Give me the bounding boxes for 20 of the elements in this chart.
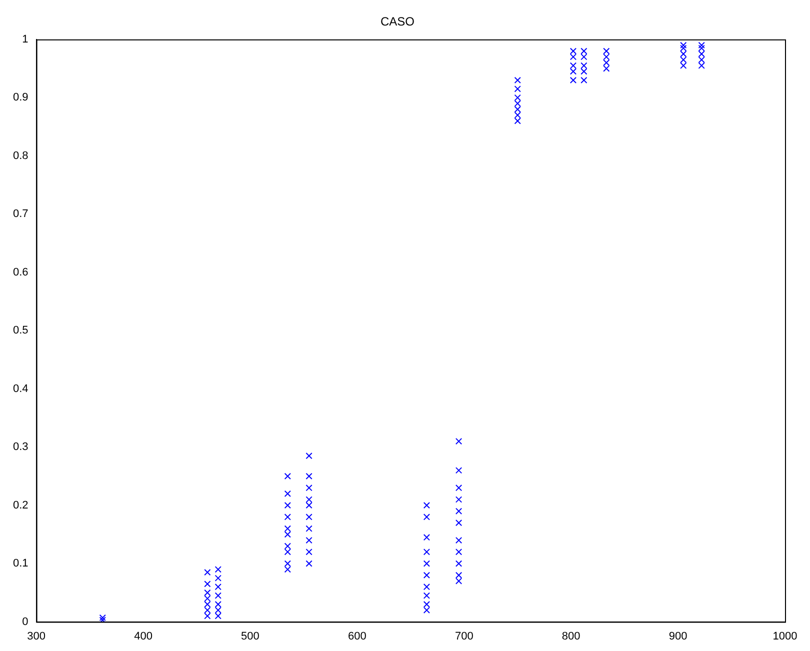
x-tick-label: 400: [134, 630, 152, 642]
y-tick-label: 0.6: [12, 266, 28, 278]
y-tick-label: 0.3: [12, 441, 28, 454]
y-tick-label: 0.4: [12, 382, 28, 395]
y-tick-label: 0.2: [12, 499, 28, 512]
x-tick-label: 900: [668, 630, 688, 642]
x-tick-label: 500: [241, 630, 260, 642]
y-tick-label: 0.7: [12, 208, 28, 220]
y-tick-label: 0.8: [12, 150, 28, 162]
x-tick-label: 800: [562, 630, 580, 642]
y-tick-label: 0.5: [12, 324, 28, 337]
y-tick-label: 1: [22, 33, 28, 46]
x-tick-label: 300: [27, 630, 46, 642]
x-tick-label: 600: [348, 630, 366, 642]
x-tick-label: 1000: [772, 630, 798, 642]
y-tick-label: 0.9: [12, 92, 28, 104]
y-tick-label: 0: [22, 616, 28, 628]
chart-title: CASO: [380, 14, 415, 29]
x-tick-label: 700: [454, 630, 474, 642]
y-tick-label: 0.1: [12, 558, 28, 570]
